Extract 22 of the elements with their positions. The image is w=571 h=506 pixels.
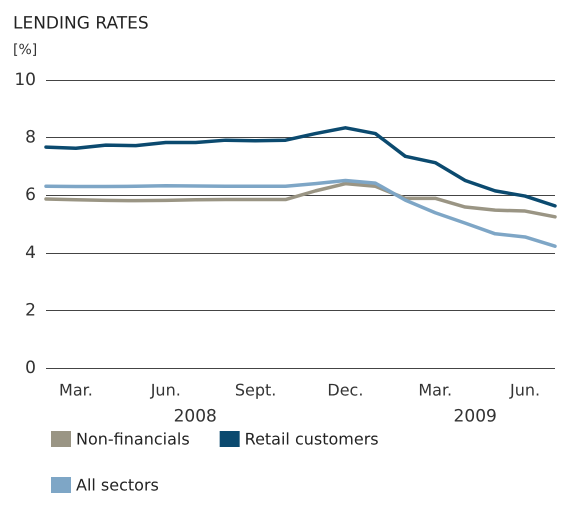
x-tick-label: Dec. [327, 380, 364, 400]
x-tick-label: Jun. [150, 380, 181, 400]
x-tick-label: Mar. [418, 380, 452, 400]
chart-title: LENDING RATES [13, 14, 149, 34]
text: 2008 [174, 406, 217, 426]
x-tick-label: Mar. [59, 380, 93, 400]
legend-label: All sectors [76, 476, 159, 494]
y-tick-label: 6 [25, 185, 36, 206]
text: 2009 [454, 406, 497, 426]
y-tick-label: 2 [25, 300, 36, 320]
line-series [44, 178, 557, 248]
line-series [44, 182, 557, 219]
x-tick-label: Sept. [234, 380, 276, 400]
y-axis-title: [%] [13, 42, 38, 58]
y-tick-label: 4 [25, 242, 36, 263]
y-tick-label: 8 [25, 128, 36, 148]
y-tick-label: 10 [14, 70, 36, 90]
line-series [44, 126, 557, 208]
x-tick-label: Jun. [509, 380, 540, 400]
legend-label: Retail customers [244, 430, 379, 448]
legend-label: Non-financials [76, 430, 190, 448]
y-tick-label: 0 [25, 358, 36, 378]
